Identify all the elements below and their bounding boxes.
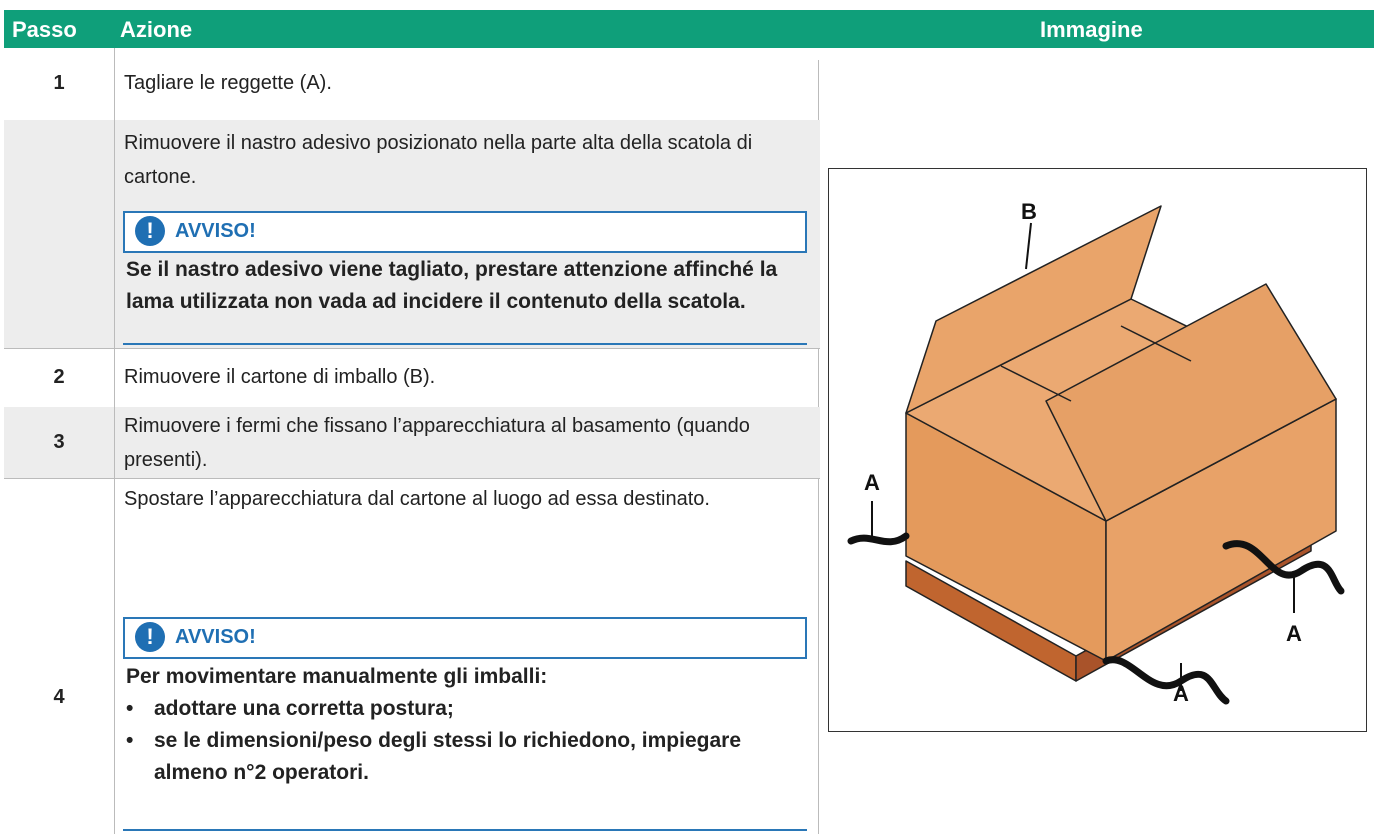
image-frame: B A A A [828,168,1367,732]
divider [114,407,115,478]
label: B [1021,199,1037,224]
notice-icon: ! [135,622,165,652]
notice-text: Per movimentare manualmente gli imballi:… [126,661,786,789]
strap [847,532,910,546]
table-row: 1 Tagliare le reggette (A). [4,48,820,121]
fold [1120,325,1192,362]
divider [114,348,115,407]
strap [1102,656,1230,705]
action: Tagliare le reggette (A). [124,72,332,94]
flap [905,205,1162,414]
action: Rimuovere il cartone di imballo (B). [124,366,436,388]
action: Rimuovere il nastro adesivo posizionato … [124,132,753,188]
label: A [1286,621,1302,646]
table-row: 4 Spostare l’apparecchiatura dal cartone… [4,478,820,834]
header-image: Immagine [1040,17,1143,42]
notice-rule [123,343,807,345]
label: A [864,470,880,495]
action: Spostare l’apparecchiatura dal cartone a… [124,488,710,510]
step: 4 [53,686,65,708]
notice-title: AVVISO! [175,220,256,242]
box-illustration: B A A A [847,199,1345,706]
header-step: Passo [12,17,77,42]
leader [1025,222,1032,270]
notice-title-box: ! AVVISO! [123,211,807,253]
table-header: Passo Azione Immagine [4,10,1374,48]
flap [1045,283,1337,522]
notice-text: Se il nastro adesivo viene tagliato, pre… [126,258,778,313]
notice-lead: Per movimentare manualmente gli imballi: [126,665,548,688]
notice-item: adottare una corretta postura; [126,693,786,725]
table-row: 3 Rimuovere i fermi che fissano l’appare… [4,407,820,479]
table-row: 2 Rimuovere il cartone di imballo (B). [4,348,820,408]
notice-rule [123,829,807,831]
label: A [1173,681,1189,706]
notice-item: se le dimensioni/peso degli stessi lo ri… [126,725,786,789]
notice-title-box: ! AVVISO! [123,617,807,659]
divider [114,48,115,120]
divider [114,478,115,834]
notice-title: AVVISO! [175,626,256,648]
table-row: Rimuovere il nastro adesivo posizionato … [4,120,820,349]
step: 2 [53,366,65,388]
strap [1222,540,1345,595]
step: 3 [53,431,65,453]
action: Rimuovere i fermi che fissano l’apparecc… [124,415,750,471]
notice-icon: ! [135,216,165,246]
step: 1 [53,72,65,94]
header-action: Azione [120,17,193,42]
divider [114,120,115,348]
fold [1000,365,1072,402]
